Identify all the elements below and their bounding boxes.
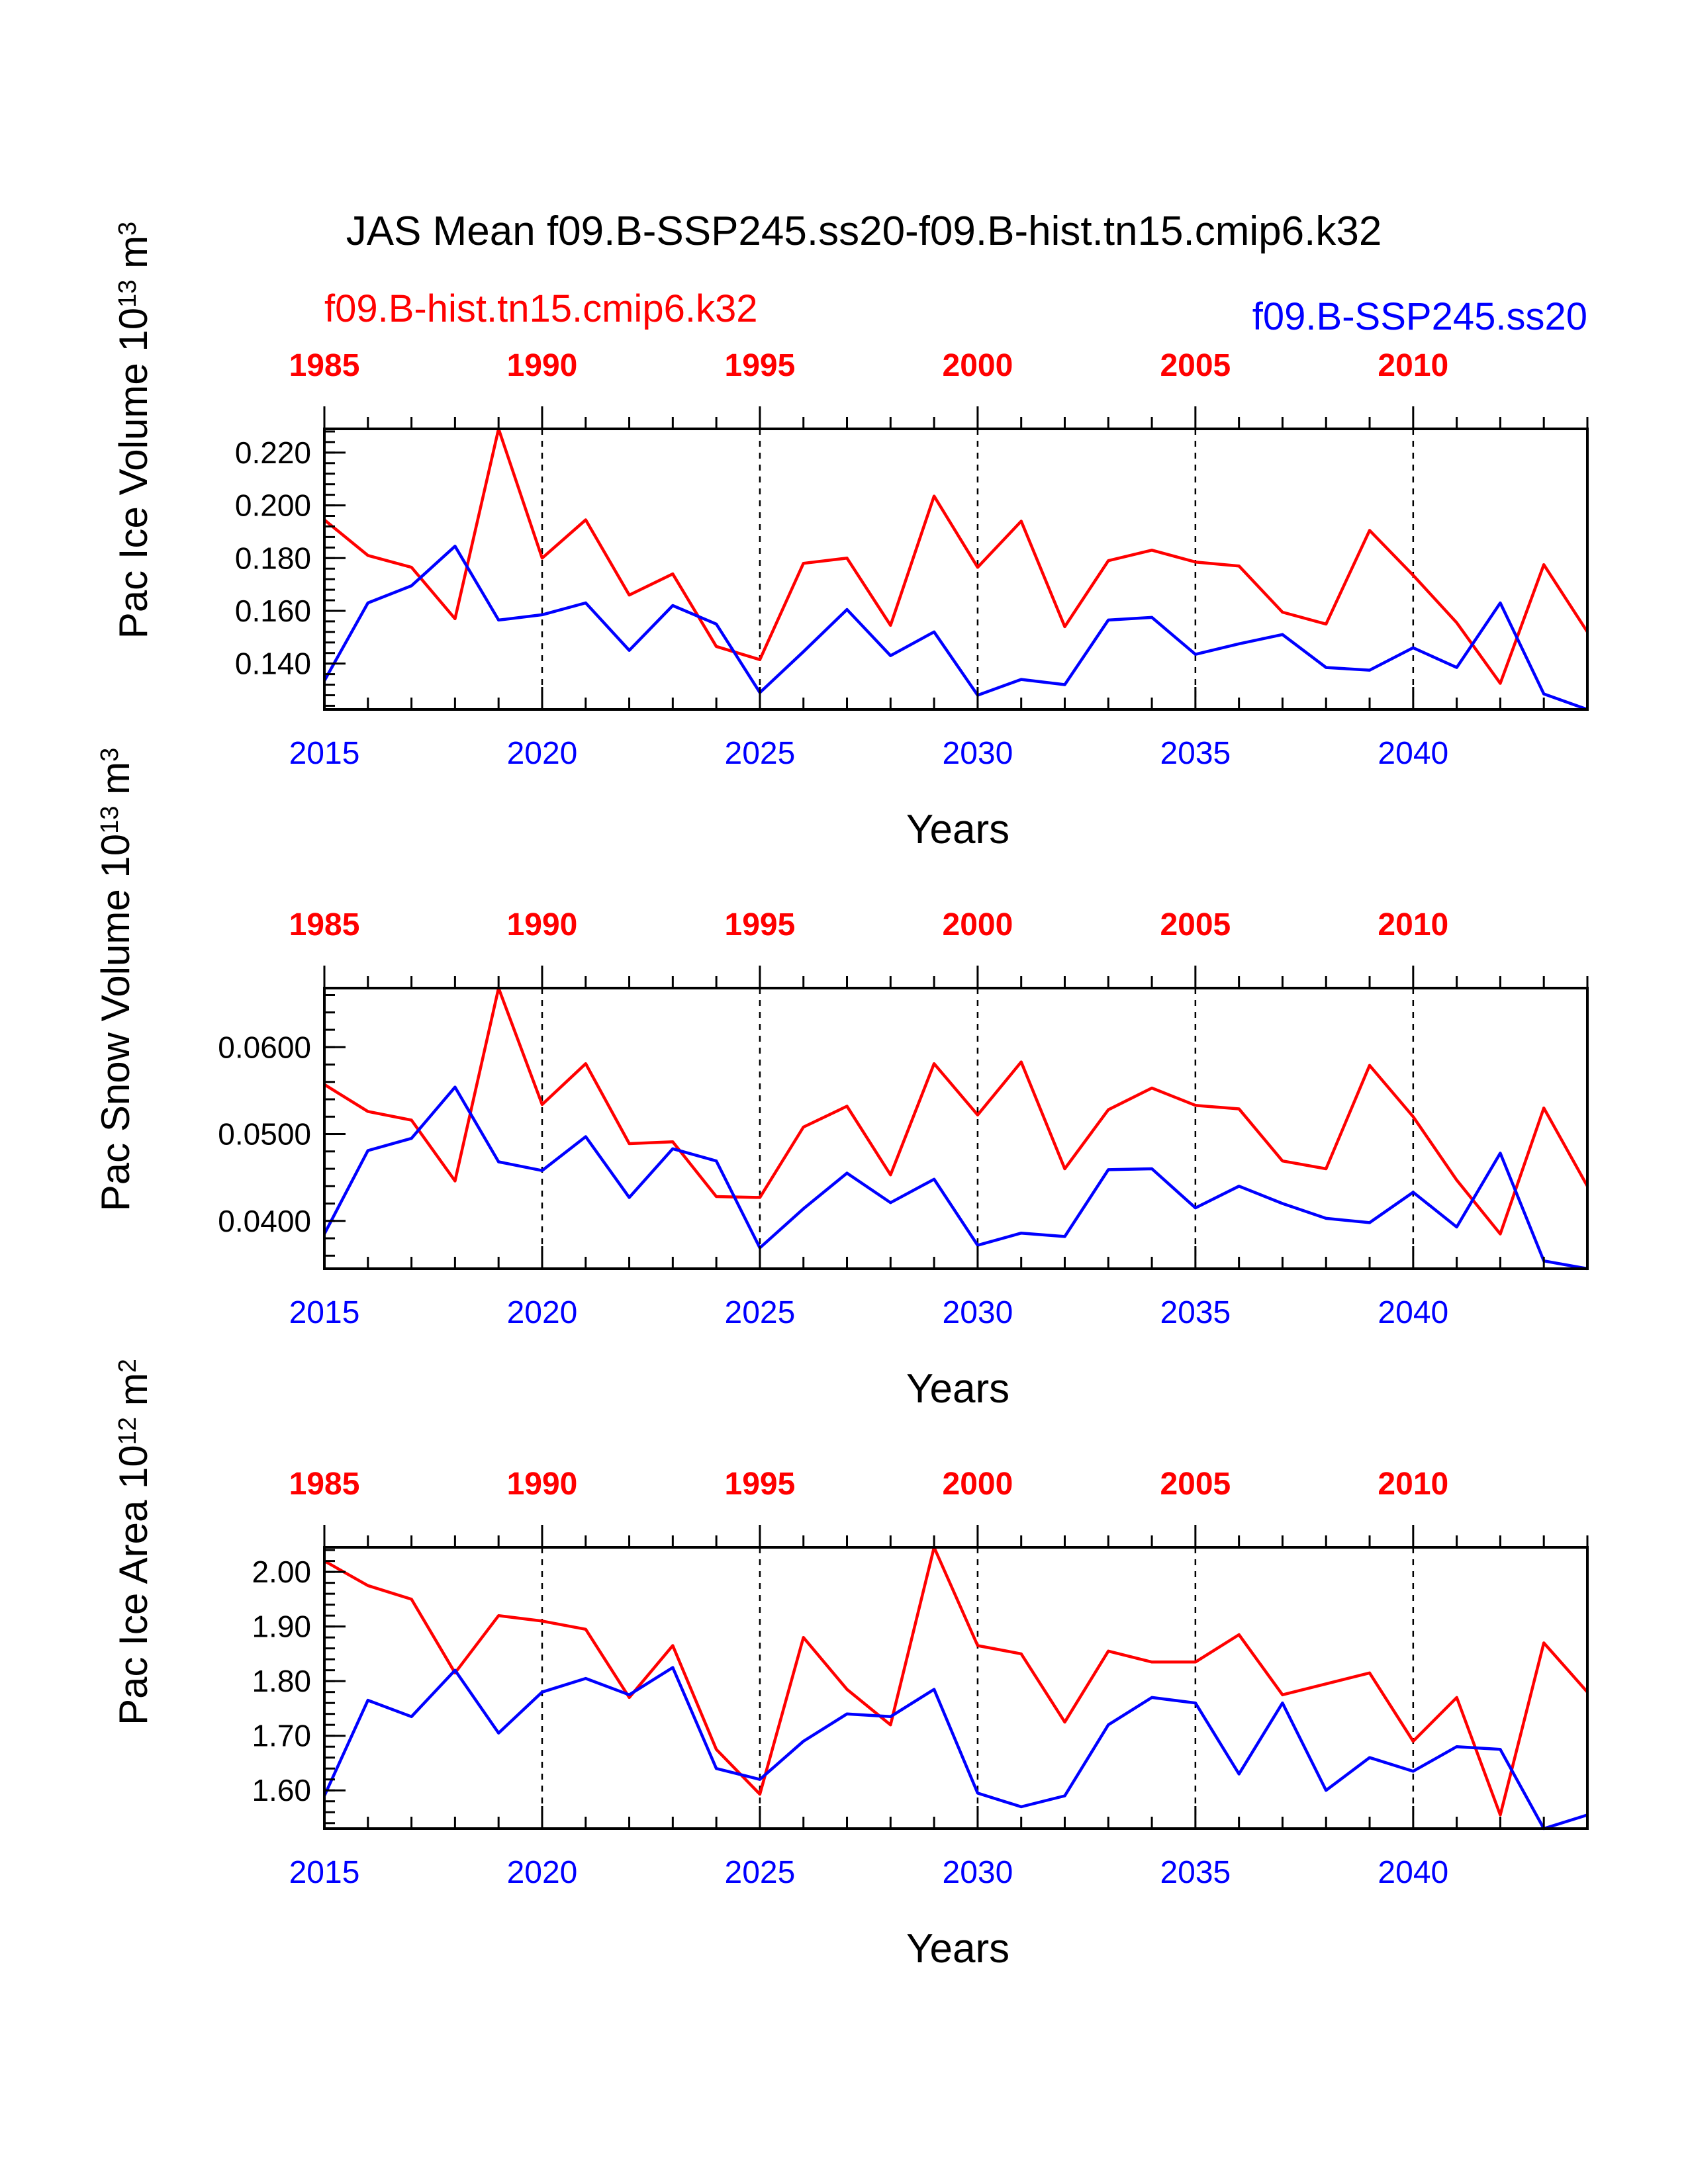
top-tick-label: 2005	[1160, 907, 1231, 942]
chart-panel-3: 2015 2020 2025 2030 2035 2040 1985 1990 1995 2000…	[111, 1359, 1589, 1972]
x-tick-label: 2035	[1160, 736, 1231, 771]
x-axis-title: Years	[906, 807, 1009, 852]
legend-ssp-label: f09.B-SSP245.ss20	[1252, 295, 1587, 338]
y-axis-space	[93, 795, 138, 806]
top-tick-label: 1985	[289, 1467, 360, 1502]
chart-panel-1: 2015 2020 2025 2030 2035 2040 1985 1990 1995 2000…	[111, 222, 1589, 852]
y-tick-label: 0.200	[235, 488, 311, 523]
y-axis-space	[111, 352, 156, 363]
y-tick-label: 1.60	[252, 1773, 311, 1807]
y-axis-unit-base: 10	[111, 1445, 156, 1489]
y-tick-label: 0.140	[235, 647, 311, 681]
x-tick-label: 2025	[725, 736, 796, 771]
top-tick-label: 1990	[507, 348, 578, 383]
y-axis-space	[111, 269, 156, 280]
x-tick-label: 2040	[1378, 736, 1448, 771]
series-ssp-line	[323, 545, 1588, 711]
y-tick-label: 0.0400	[218, 1204, 311, 1238]
y-axis-unit-power: 2	[114, 1359, 142, 1373]
top-tick-label: 2010	[1378, 907, 1448, 942]
top-tick-label: 1995	[725, 348, 796, 383]
y-axis-label-text: Pac Ice Volume	[111, 363, 156, 639]
x-tick-label: 2020	[507, 1295, 578, 1330]
top-tick-label: 2010	[1378, 1467, 1448, 1502]
y-axis-unit-name: m	[111, 236, 156, 269]
top-tick-label: 1985	[289, 907, 360, 942]
y-axis-unit-exponent: 13	[114, 280, 142, 308]
x-tick-label: 2020	[507, 736, 578, 771]
legend-hist-label: f09.B-hist.tn15.cmip6.k32	[324, 287, 757, 330]
y-axis-unit-exponent: 13	[96, 806, 124, 834]
top-tick-label: 1995	[725, 1467, 796, 1502]
y-tick-label: 0.0600	[218, 1030, 311, 1064]
y-axis-title: Pac Ice Area 1012 m2	[111, 1359, 156, 1725]
y-axis-unit-power: 3	[114, 222, 142, 236]
x-tick-label: 2025	[725, 1855, 796, 1890]
x-tick-label: 2015	[289, 1295, 360, 1330]
x-tick-label: 2035	[1160, 1295, 1231, 1330]
x-tick-label: 2035	[1160, 1855, 1231, 1890]
y-axis-title: Pac Snow Volume 1013 m3	[93, 748, 138, 1211]
y-tick-label: 0.180	[235, 541, 311, 575]
y-tick-label: 0.220	[235, 435, 311, 470]
series-hist-line	[323, 986, 1589, 1236]
top-tick-label: 2005	[1160, 348, 1231, 383]
y-axis-unit-name: m	[93, 762, 138, 795]
y-tick-label: 0.160	[235, 594, 311, 628]
y-tick-label: 0.0500	[218, 1117, 311, 1152]
chart-panel-2: 2015 2020 2025 2030 2035 2040 1985 1990 1995 2000…	[93, 748, 1589, 1412]
x-tick-label: 2030	[943, 736, 1013, 771]
x-tick-label: 2025	[725, 1295, 796, 1330]
y-tick-label: 2.00	[252, 1555, 311, 1589]
y-tick-label: 1.90	[252, 1610, 311, 1644]
y-axis-unit-base: 10	[111, 308, 156, 352]
series-hist-line	[323, 1545, 1589, 1817]
y-axis-label-text: Pac Snow Volume	[93, 889, 138, 1211]
y-tick-label: 1.80	[252, 1664, 311, 1698]
top-tick-label: 1990	[507, 907, 578, 942]
y-tick-label: 1.70	[252, 1719, 311, 1753]
y-axis-unit-exponent: 12	[114, 1417, 142, 1445]
figure-title: JAS Mean f09.B-SSP245.ss20-f09.B-hist.tn…	[346, 208, 1382, 254]
top-tick-label: 1990	[507, 1467, 578, 1502]
top-tick-label: 2005	[1160, 1467, 1231, 1502]
x-axis-title: Years	[906, 1366, 1009, 1412]
x-tick-label: 2015	[289, 1855, 360, 1890]
x-tick-label: 2030	[943, 1295, 1013, 1330]
top-tick-label: 2010	[1378, 348, 1448, 383]
top-tick-label: 1985	[289, 348, 360, 383]
series-hist-line	[323, 427, 1589, 685]
panels-group: 2015 2020 2025 2030 2035 2040 1985 1990 1995 2000…	[93, 222, 1589, 1972]
y-axis-space	[93, 878, 138, 889]
y-axis-label-text: Pac Ice Area	[111, 1500, 156, 1725]
x-tick-label: 2040	[1378, 1855, 1448, 1890]
x-tick-label: 2020	[507, 1855, 578, 1890]
y-axis-unit-power: 3	[96, 748, 124, 762]
y-axis-unit-name: m	[111, 1373, 156, 1406]
y-axis-unit-base: 10	[93, 834, 138, 878]
plot-frame	[323, 1546, 1589, 1830]
top-tick-label: 2000	[943, 348, 1013, 383]
top-tick-label: 2000	[943, 1467, 1013, 1502]
y-axis-title: Pac Ice Volume 1013 m3	[111, 222, 156, 639]
top-tick-label: 1995	[725, 907, 796, 942]
series-ssp-line	[322, 1666, 1588, 1831]
top-tick-label: 2000	[943, 907, 1013, 942]
x-tick-label: 2015	[289, 736, 360, 771]
x-tick-label: 2040	[1378, 1295, 1448, 1330]
series-ssp-line	[323, 1085, 1588, 1271]
y-axis-space	[111, 1406, 156, 1417]
y-axis-space	[111, 1489, 156, 1500]
x-axis-title: Years	[906, 1926, 1009, 1972]
plot-frame	[323, 987, 1589, 1270]
x-tick-label: 2030	[943, 1855, 1013, 1890]
